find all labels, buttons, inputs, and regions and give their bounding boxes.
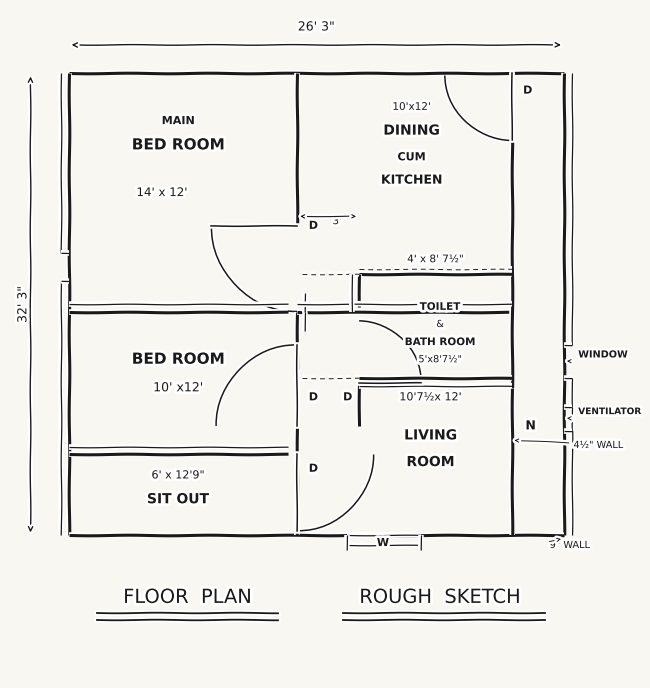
Text: 9" WALL: 9" WALL: [550, 540, 590, 550]
Text: ROOM: ROOM: [406, 455, 455, 469]
Text: FLOOR  PLAN: FLOOR PLAN: [124, 588, 252, 607]
Text: BED ROOM: BED ROOM: [132, 138, 224, 153]
Text: VENTILATOR: VENTILATOR: [578, 407, 642, 416]
Text: ROUGH  SKETCH: ROUGH SKETCH: [359, 588, 521, 607]
Text: BED ROOM: BED ROOM: [132, 352, 224, 367]
Text: W: W: [377, 538, 389, 548]
Text: 5'x8'7½": 5'x8'7½": [419, 354, 462, 364]
Text: 6' x 12'9": 6' x 12'9": [151, 471, 205, 480]
Text: DINING: DINING: [384, 124, 439, 138]
Text: CUM: CUM: [397, 152, 426, 162]
Text: KITCHEN: KITCHEN: [381, 173, 442, 186]
Text: 10' x12': 10' x12': [153, 381, 203, 394]
Text: BATH ROOM: BATH ROOM: [405, 337, 476, 347]
Text: D: D: [309, 392, 318, 402]
Text: D: D: [343, 392, 352, 402]
Text: 3': 3': [333, 216, 342, 226]
Text: D: D: [309, 221, 318, 231]
Text: 26' 3": 26' 3": [298, 21, 335, 34]
Text: MAIN: MAIN: [162, 116, 194, 126]
Text: N: N: [525, 420, 536, 433]
Text: LIVING: LIVING: [404, 429, 457, 442]
Text: 4½" WALL: 4½" WALL: [573, 440, 623, 450]
Text: TOILET: TOILET: [420, 302, 461, 312]
Text: &: &: [436, 319, 444, 329]
Text: D: D: [523, 85, 532, 96]
Text: 10'7½x 12': 10'7½x 12': [399, 392, 462, 402]
Text: WINDOW: WINDOW: [578, 350, 628, 359]
Text: D: D: [309, 464, 318, 474]
Text: 10'x12': 10'x12': [393, 102, 431, 112]
Text: 32' 3": 32' 3": [16, 286, 29, 323]
Text: 14' x 12': 14' x 12': [136, 186, 187, 199]
Text: SIT OUT: SIT OUT: [147, 492, 209, 506]
Text: 4' x 8' 7½": 4' x 8' 7½": [407, 255, 463, 264]
